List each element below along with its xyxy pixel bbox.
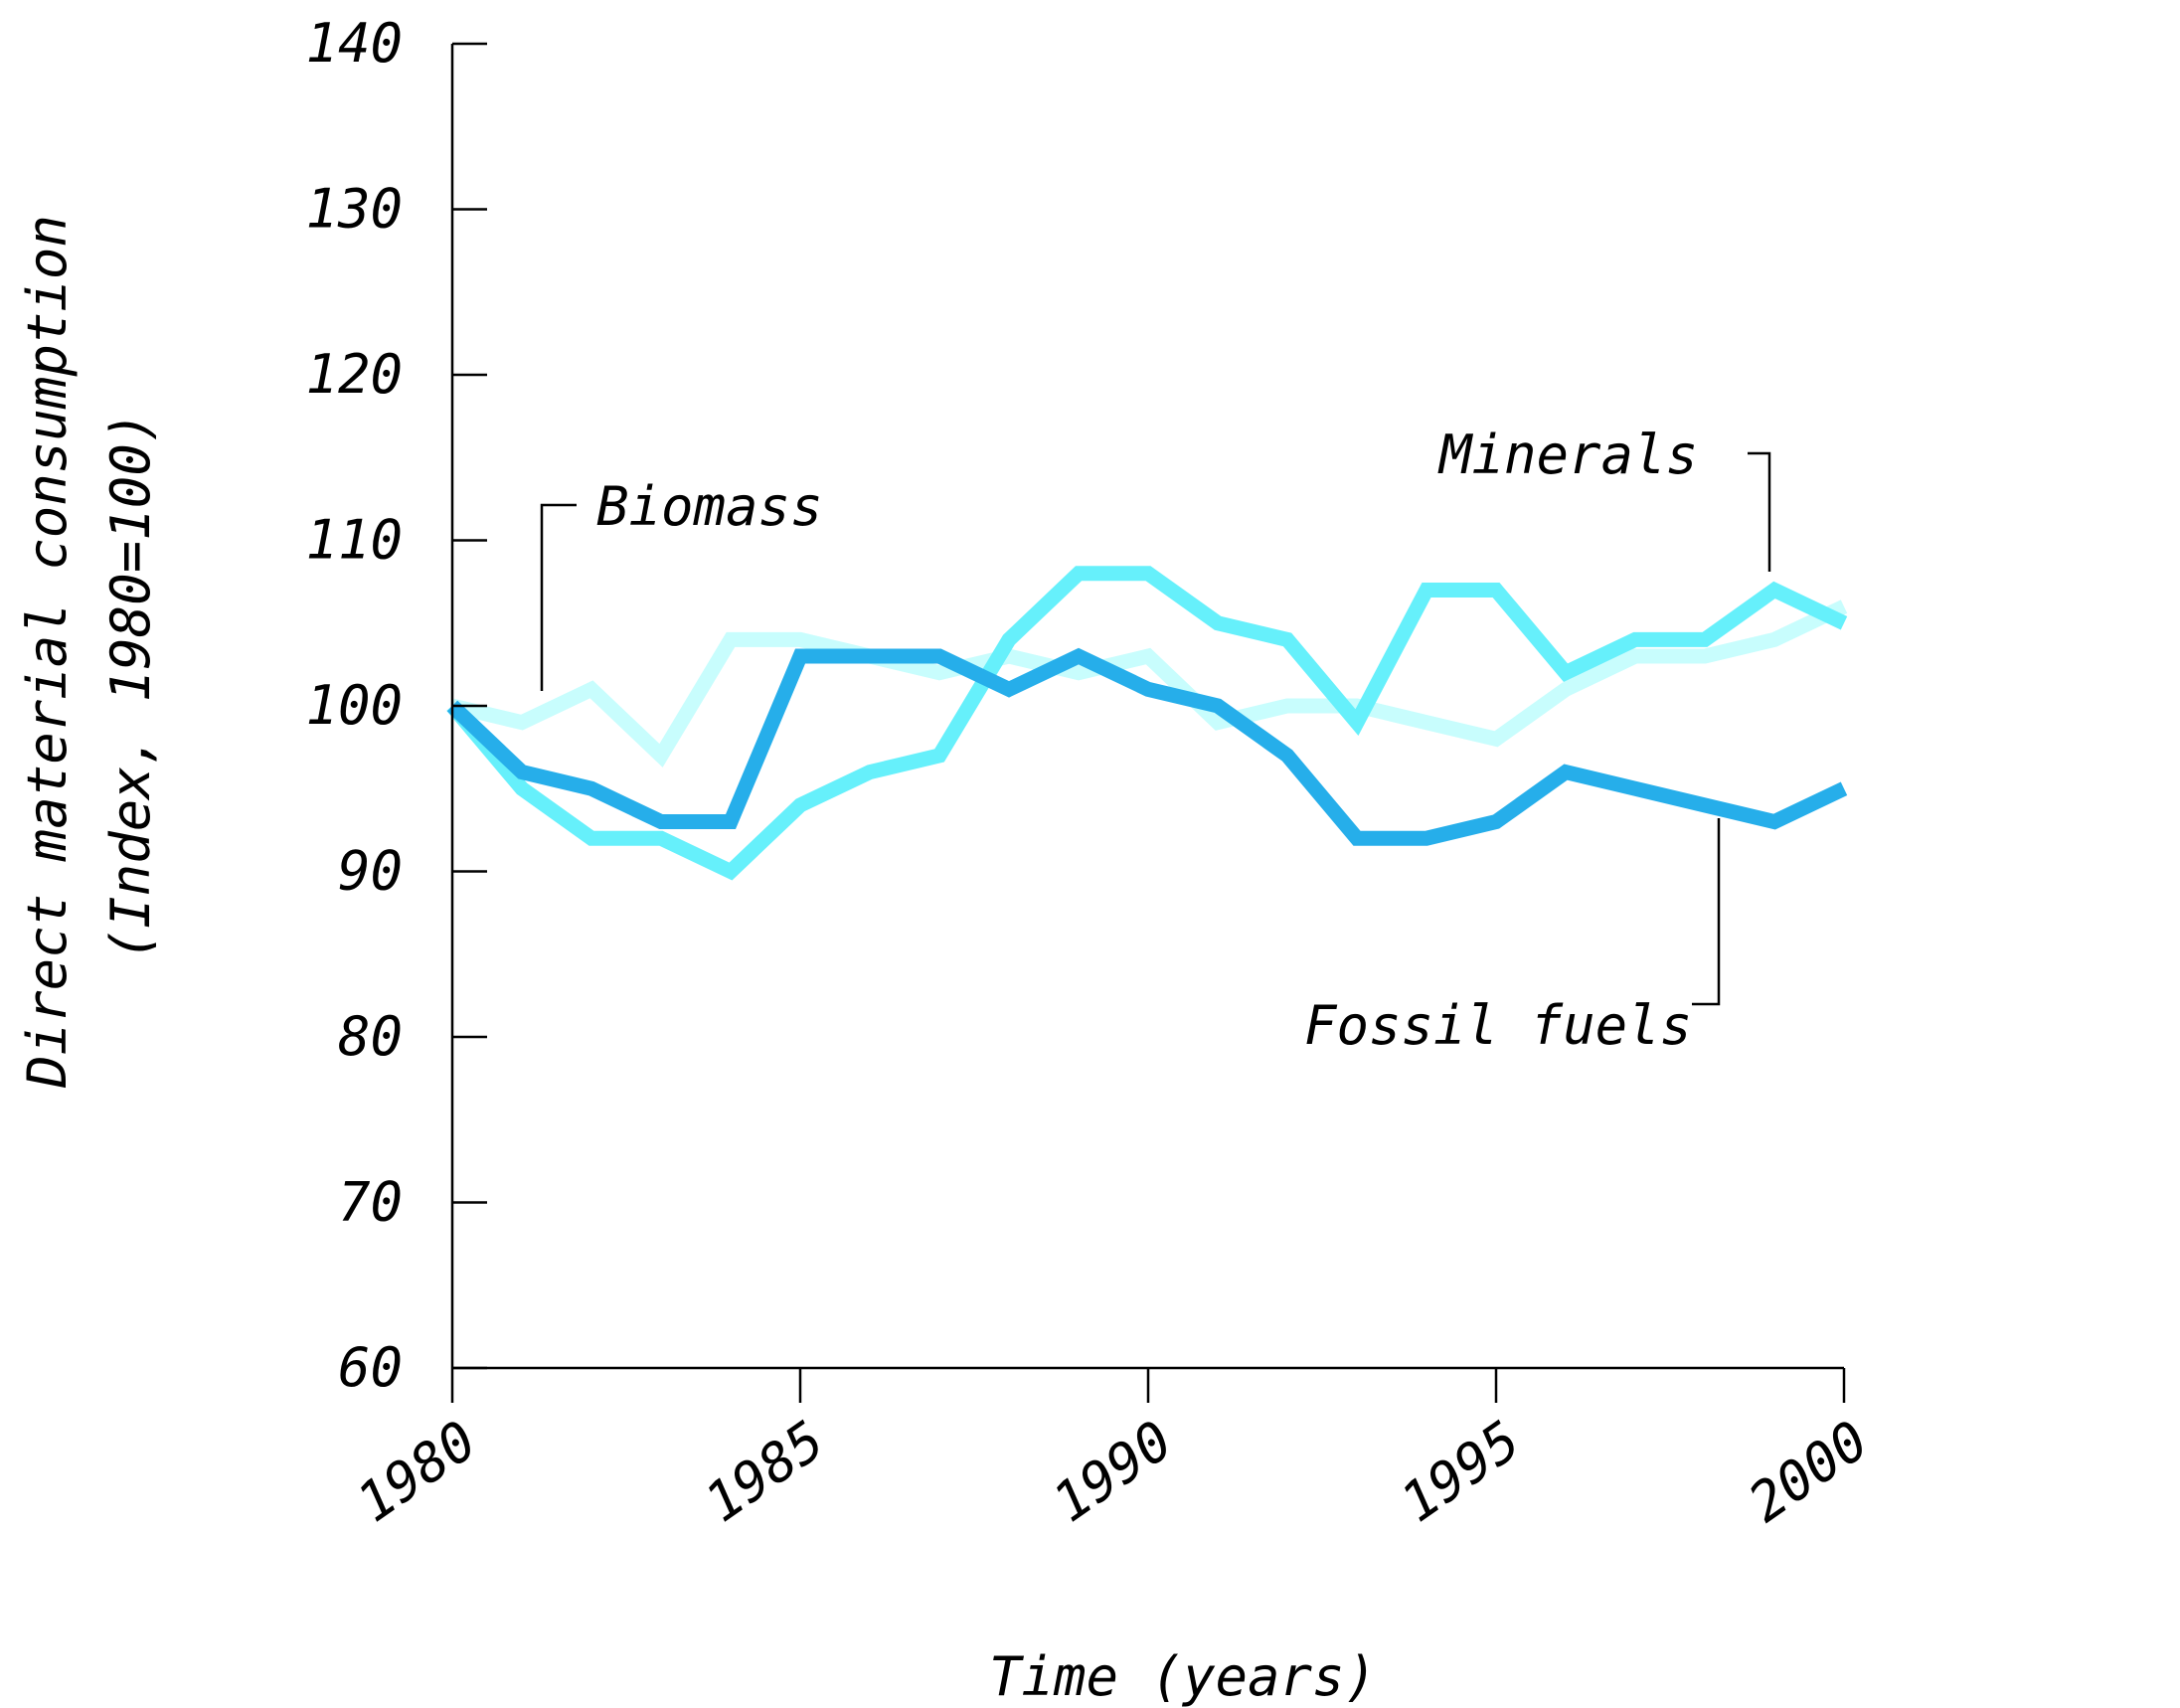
y-tick-label: 100 bbox=[305, 674, 403, 737]
biomass-series-line bbox=[450, 599, 1848, 768]
x-tick-label: 1990 bbox=[1042, 1409, 1184, 1534]
series-layer bbox=[446, 566, 1848, 881]
x-tick-label: 1985 bbox=[694, 1409, 836, 1534]
y-tick-label: 110 bbox=[305, 509, 403, 572]
y-tick-label: 70 bbox=[338, 1171, 403, 1234]
y-tick-label: 120 bbox=[305, 343, 403, 406]
y-tick-label: 60 bbox=[338, 1336, 403, 1399]
y-axis-title-line1: Direct material consumption bbox=[16, 215, 79, 1089]
fossil-fuels-label: Fossil fuels bbox=[1304, 994, 1692, 1057]
fossil-fuels-leader-line bbox=[1692, 818, 1721, 1006]
minerals-series-line bbox=[446, 566, 1848, 881]
axes-layer bbox=[450, 44, 1844, 1370]
x-tick-label: 1980 bbox=[346, 1409, 488, 1534]
x-axis-title: Time (years) bbox=[989, 1645, 1377, 1708]
fossil-fuels-series-line bbox=[446, 647, 1848, 846]
y-tick-label: 140 bbox=[305, 12, 403, 75]
y-axis-title-line2: (Index, 1980=100) bbox=[99, 412, 162, 961]
minerals-leader-line bbox=[1748, 451, 1771, 572]
biomass-leader-line bbox=[540, 503, 577, 691]
labels-layer: Time (years) Direct material consumption… bbox=[16, 215, 1771, 1708]
y-tick-label: 130 bbox=[305, 178, 403, 241]
y-tick-label: 90 bbox=[338, 840, 403, 903]
biomass-label: Biomass bbox=[596, 475, 823, 538]
y-tick-label: 80 bbox=[338, 1005, 403, 1068]
x-tick-label: 1995 bbox=[1390, 1409, 1532, 1534]
minerals-label: Minerals bbox=[1437, 424, 1698, 486]
x-tick-label: 2000 bbox=[1738, 1409, 1880, 1534]
